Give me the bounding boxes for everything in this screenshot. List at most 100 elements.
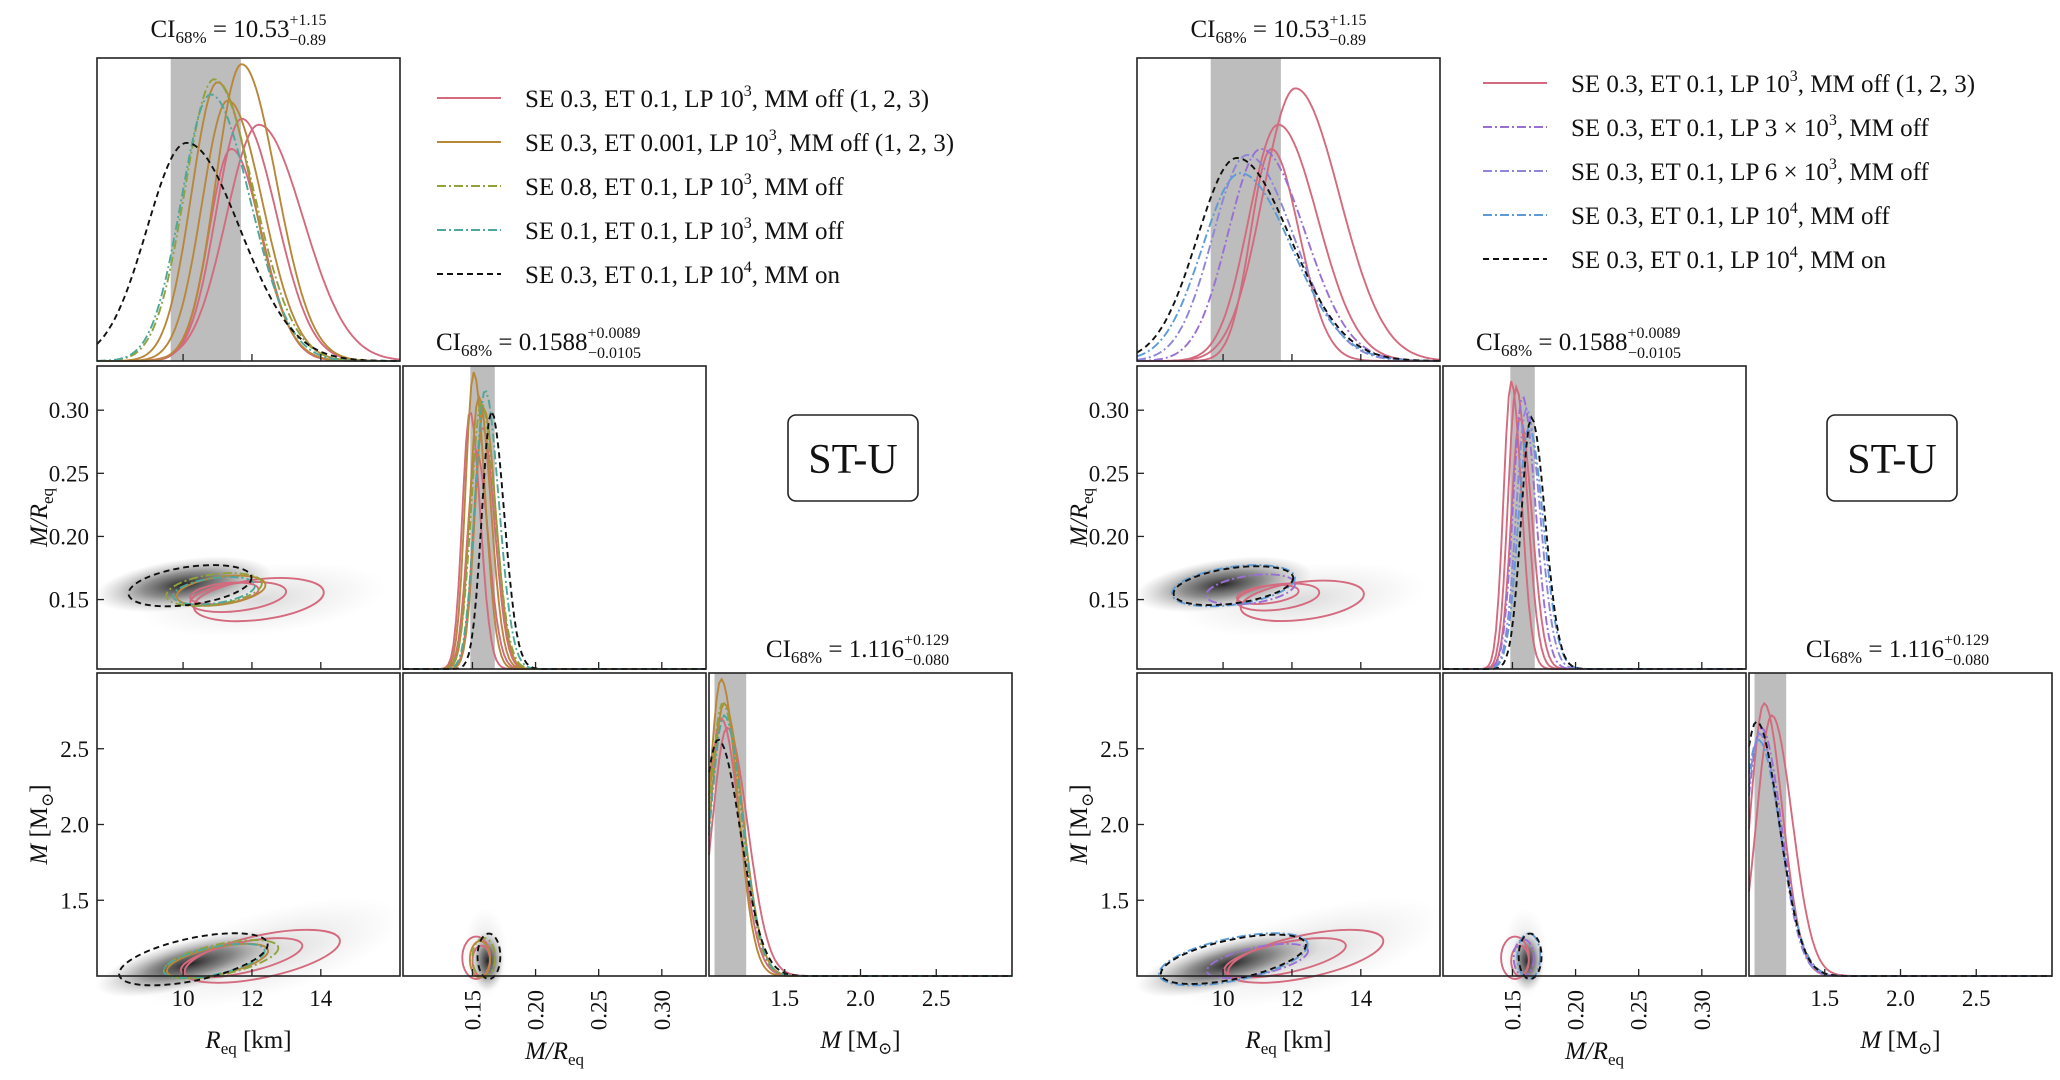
- subplot-frame-mm: [1748, 672, 2053, 977]
- r-marginal-curve-black: [1136, 157, 1441, 362]
- radius-axis-label: Req [km]: [1244, 1027, 1331, 1058]
- subplot-frame-rc: [96, 365, 401, 670]
- legend-entry: SE 0.8, ET 0.1, LP 103, MM off: [525, 171, 844, 201]
- compactness-ci-label: CI68% = 0.1588+0.0089 −0.0105: [436, 325, 641, 362]
- legend-entry: SE 0.3, ET 0.1, LP 103, MM off (1, 2, 3): [1571, 68, 1975, 98]
- compactness-marginal-curve-black: [1443, 415, 1746, 670]
- mass-y-axis-label: M [M⊙]: [1066, 784, 1097, 865]
- rc-contour-pink: [192, 577, 325, 623]
- mass-tick-label: 1.5: [770, 986, 799, 1011]
- r-ci-band: [1210, 58, 1281, 361]
- compactness-marginal-curve-pink: [1443, 383, 1746, 670]
- mass-marginal-curve-olive: [708, 702, 1012, 977]
- rc-contour-black: [1172, 565, 1295, 607]
- mass-y-tick-label: 2.0: [60, 813, 89, 838]
- compactness-tick-label: 0.15: [460, 990, 485, 1030]
- mass-y-tick-label: 1.5: [1100, 888, 1129, 913]
- subplot-frame-rc: [1136, 365, 1441, 670]
- r-ci-label: CI68% = 10.53+1.15 −0.89: [150, 12, 326, 49]
- r-marginal-curve-gold: [97, 99, 400, 362]
- subplot-frame-cc: [402, 365, 707, 670]
- rm-contour-blue: [1158, 932, 1309, 987]
- mass-tick-label: 2.5: [1962, 986, 1991, 1011]
- r-marginal-curve-black: [96, 141, 400, 362]
- radius-tick-label: 12: [240, 986, 263, 1011]
- mass-tick-label: 2.0: [846, 986, 875, 1011]
- mass-marginal-curve-lavender: [1748, 732, 2052, 977]
- mass-y-axis-label: M [M⊙]: [26, 784, 57, 865]
- legend-entry: SE 0.3, ET 0.1, LP 103, MM off (1, 2, 3): [525, 83, 929, 113]
- subplot-frame-rr: [96, 57, 401, 362]
- subplot-frame-mm: [708, 672, 1013, 977]
- compactness-tick-label: 0.20: [524, 990, 549, 1030]
- right-corner-plot: 10 12 14 0.15 0.20 0.25 0.30 1.5 2.0 2.5 0.15 0.20 0…: [1066, 12, 2053, 1069]
- compactness-axis-label: M/Req: [524, 1038, 585, 1069]
- legend: SE 0.3, ET 0.1, LP 103, MM off (1, 2, 3)…: [1483, 68, 1975, 274]
- cm-density-haze: [471, 930, 504, 992]
- rm-density-haze: [1136, 930, 1324, 997]
- mass-y-tick-label: 1.5: [60, 888, 89, 913]
- r-marginal-curve-gold: [97, 63, 400, 362]
- compactness-y-tick-label: 0.20: [49, 524, 89, 549]
- mass-ci-label: CI68% = 1.116+0.129 −0.080: [766, 632, 949, 669]
- rm-contour-pink: [1227, 928, 1385, 984]
- subplot-frame-cm: [1442, 672, 1747, 977]
- compactness-marginal-curve-purple: [1443, 396, 1746, 670]
- legend: SE 0.3, ET 0.1, LP 103, MM off (1, 2, 3)…: [437, 83, 954, 289]
- compactness-y-tick-label: 0.20: [1089, 524, 1129, 549]
- r-ci-label: CI68% = 10.53+1.15 −0.89: [1190, 12, 1366, 49]
- mass-marginal-curve-black: [1748, 720, 2052, 977]
- mass-y-tick-label: 2.5: [1100, 737, 1129, 762]
- legend-entry: SE 0.3, ET 0.1, LP 104, MM on: [525, 259, 840, 289]
- compactness-marginal-curve-olive: [403, 399, 706, 670]
- rm-contour-teal: [162, 942, 266, 979]
- r-marginal-curve-pink: [97, 117, 400, 362]
- compactness-y-tick-label: 0.25: [1089, 461, 1129, 486]
- mass-marginal-curve-blue: [1748, 738, 2052, 977]
- compactness-tick-label: 0.30: [650, 990, 675, 1030]
- compactness-ci-label: CI68% = 0.1588+0.0089 −0.0105: [1476, 325, 1681, 362]
- compactness-marginal-curve-teal: [403, 390, 706, 670]
- rm-contour-black: [118, 932, 269, 987]
- left-corner-plot: 10 12 14 0.15 0.20 0.25 0.30 1.5 2.0 2.5 0.15 0.20 0…: [26, 12, 1013, 1069]
- cm-contour-blue: [1516, 932, 1542, 980]
- radius-tick-label: 14: [1349, 986, 1373, 1011]
- rm-density-haze: [96, 930, 284, 997]
- r-marginal-curve-blue: [1136, 172, 1440, 362]
- st-u-badge: ST-U: [1826, 414, 1958, 502]
- compactness-tick-label: 0.25: [587, 990, 612, 1030]
- rc-contour-olive: [165, 572, 263, 607]
- mass-tick-label: 1.5: [1810, 986, 1839, 1011]
- badge-text: ST-U: [1847, 437, 1936, 483]
- compactness-y-axis-label: M/Req: [26, 487, 57, 548]
- radius-tick-label: 10: [172, 986, 195, 1011]
- compactness-tick-label: 0.25: [1627, 990, 1652, 1030]
- rm-contour-black: [1159, 933, 1307, 985]
- cm-contour-gold: [468, 940, 492, 979]
- mass-tick-label: 2.5: [922, 986, 951, 1011]
- cm-contour-black: [1517, 932, 1543, 980]
- mass-y-tick-label: 2.0: [1100, 813, 1129, 838]
- compactness-marginal-curve-gold: [403, 405, 706, 670]
- mass-tick-label: 2.0: [1886, 986, 1915, 1011]
- rm-contour-pink: [1223, 937, 1347, 979]
- legend-entry: SE 0.3, ET 0.1, LP 6 × 103, MM off: [1571, 156, 1929, 186]
- rm-contour-olive: [162, 939, 280, 980]
- legend-entry: SE 0.3, ET 0.1, LP 104, MM on: [1571, 244, 1886, 274]
- rc-contour-teal: [172, 576, 256, 606]
- rc-contour-blue: [1170, 564, 1296, 608]
- mass-marginal-curve-black: [708, 738, 1012, 977]
- rm-contour-pink: [179, 937, 304, 979]
- mass-marginal-curve-gold: [708, 677, 1012, 977]
- compactness-marginal-curve-blue: [1443, 424, 1746, 670]
- r-marginal-curve-purple: [1137, 147, 1440, 362]
- mass-ci-label: CI68% = 1.116+0.129 −0.080: [1806, 632, 1989, 669]
- mass-axis-label: M [M⊙]: [1859, 1027, 1940, 1058]
- compactness-axis-label: M/Req: [1564, 1038, 1625, 1069]
- radius-tick-label: 14: [309, 986, 333, 1011]
- mass-y-tick-label: 2.5: [60, 737, 89, 762]
- compactness-tick-label: 0.30: [1690, 990, 1715, 1030]
- compactness-marginal-curve-gold: [403, 371, 706, 670]
- compactness-y-tick-label: 0.15: [1089, 588, 1129, 613]
- compactness-y-tick-label: 0.30: [1089, 398, 1129, 423]
